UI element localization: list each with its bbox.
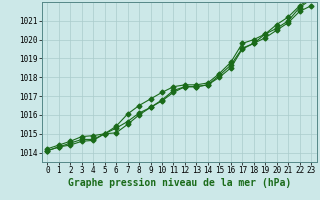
X-axis label: Graphe pression niveau de la mer (hPa): Graphe pression niveau de la mer (hPa)	[68, 178, 291, 188]
